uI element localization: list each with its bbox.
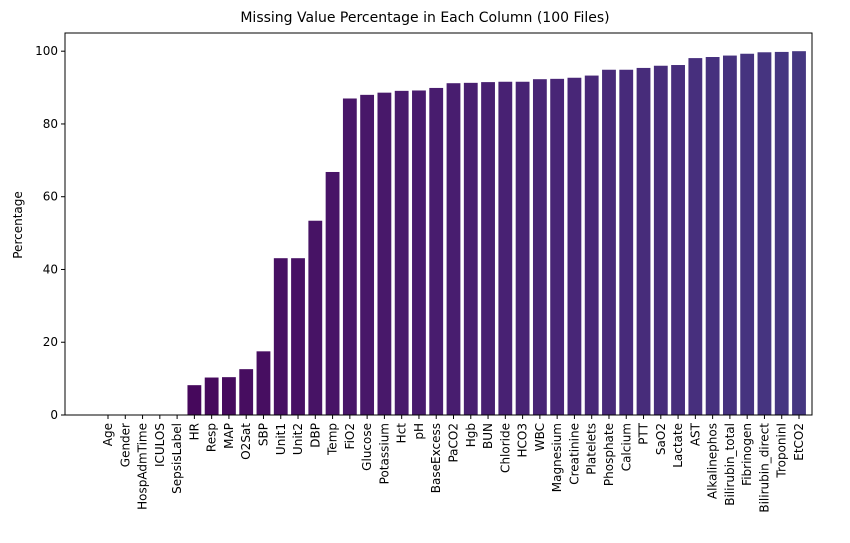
- x-tick-label: WBC: [533, 423, 547, 451]
- x-tick-label: Potassium: [377, 423, 391, 484]
- bar-O2Sat: [239, 369, 254, 415]
- x-tick-label: Phosphate: [602, 423, 616, 486]
- x-axis: Age Gender HospAdmTime ICULOS SepsisLabel HR R…: [101, 415, 806, 513]
- bar-MAP: [222, 377, 236, 415]
- y-tick-label: 60: [43, 190, 58, 204]
- bar-Temp: [325, 171, 340, 415]
- bar-Lactate: [671, 65, 685, 416]
- bar-SaO2: [653, 65, 668, 416]
- bar-Fibrinogen: [740, 53, 755, 416]
- bar-EtCO2: [792, 51, 806, 415]
- x-tick-label: Glucose: [360, 423, 374, 471]
- bar-Bilirubin_total: [722, 55, 737, 416]
- bar-Magnesium: [550, 78, 565, 415]
- bar-SBP: [256, 351, 271, 415]
- bar-BaseExcess: [429, 87, 444, 415]
- x-tick-label: SepsisLabel: [170, 423, 184, 494]
- x-tick-label: Bilirubin_total: [723, 423, 737, 506]
- x-tick-label: PTT: [637, 422, 651, 444]
- bar-Hgb: [463, 82, 478, 415]
- x-tick-label: Chloride: [498, 423, 512, 473]
- x-tick-label: EtCO2: [792, 423, 806, 461]
- x-tick-label: Calcium: [619, 423, 633, 471]
- x-tick-label: BUN: [481, 423, 495, 449]
- bar-Hct: [394, 90, 409, 415]
- x-tick-label: HR: [187, 423, 201, 440]
- x-tick-label: Fibrinogen: [740, 423, 754, 486]
- bar-Glucose: [360, 94, 375, 415]
- bar-Creatinine: [567, 77, 582, 415]
- y-tick-label: 40: [43, 262, 58, 276]
- x-tick-label: Creatinine: [567, 423, 581, 485]
- bar-Potassium: [377, 92, 392, 415]
- x-tick-label: FiO2: [343, 423, 357, 449]
- x-tick-label: Temp: [326, 423, 340, 456]
- y-tick-label: 80: [43, 117, 58, 131]
- x-tick-label: Magnesium: [550, 423, 564, 492]
- x-tick-label: HospAdmTime: [136, 423, 150, 510]
- x-tick-label: SaO2: [654, 423, 668, 455]
- x-tick-label: Resp: [205, 423, 219, 452]
- x-tick-label: O2Sat: [239, 423, 253, 460]
- x-tick-label: Platelets: [585, 423, 599, 475]
- x-tick-label: DBP: [308, 423, 322, 448]
- bar-AST: [688, 58, 703, 415]
- x-tick-label: BaseExcess: [429, 423, 443, 493]
- bar-Calcium: [619, 69, 634, 416]
- chart-title: Missing Value Percentage in Each Column …: [240, 10, 609, 26]
- bar-Unit2: [291, 258, 305, 415]
- bar-PaCO2: [446, 83, 461, 416]
- bar-WBC: [532, 79, 547, 415]
- bar-Platelets: [584, 75, 599, 415]
- bar-HR: [187, 385, 202, 415]
- x-tick-label: Hct: [395, 423, 409, 444]
- y-axis-label: Percentage: [11, 191, 25, 259]
- bar-FiO2: [342, 98, 357, 416]
- x-tick-label: ICULOS: [153, 423, 167, 467]
- bar-BUN: [481, 82, 495, 416]
- x-tick-label: AST: [688, 422, 702, 446]
- bar-Alkalinephos: [705, 57, 720, 415]
- bar-Bilirubin_direct: [757, 52, 772, 415]
- x-tick-label: pH: [412, 423, 426, 440]
- x-tick-label: HCO3: [516, 423, 530, 457]
- x-tick-label: Bilirubin_direct: [757, 423, 771, 513]
- bar-PTT: [636, 67, 651, 416]
- x-tick-label: Age: [101, 423, 115, 446]
- bar-DBP: [308, 220, 323, 415]
- plot-frame: [64, 32, 813, 416]
- x-tick-label: Lactate: [671, 423, 685, 468]
- x-tick-label: MAP: [222, 423, 236, 449]
- bar-Resp: [204, 377, 219, 415]
- x-tick-label: Unit2: [291, 423, 305, 455]
- x-tick-label: Gender: [118, 423, 132, 467]
- x-tick-label: PaCO2: [447, 423, 461, 463]
- bar-HCO3: [515, 81, 530, 415]
- x-tick-label: Unit1: [274, 423, 288, 455]
- x-tick-label: SBP: [256, 423, 270, 446]
- x-tick-label: TroponinI: [775, 423, 789, 479]
- x-tick-label: Hgb: [464, 423, 478, 447]
- bar-Unit1: [273, 258, 288, 415]
- y-axis: 0 20 40 60 80 100: [35, 44, 65, 422]
- bar-pH: [412, 90, 426, 415]
- bar-Phosphate: [602, 69, 616, 416]
- y-tick-label: 100: [35, 44, 58, 58]
- bar-TroponinI: [774, 51, 789, 416]
- bars-layer: [187, 51, 806, 416]
- x-tick-label: Alkalinephos: [706, 423, 720, 499]
- bar-Chloride: [498, 81, 513, 415]
- y-tick-label: 0: [50, 408, 58, 422]
- y-tick-label: 20: [43, 335, 58, 349]
